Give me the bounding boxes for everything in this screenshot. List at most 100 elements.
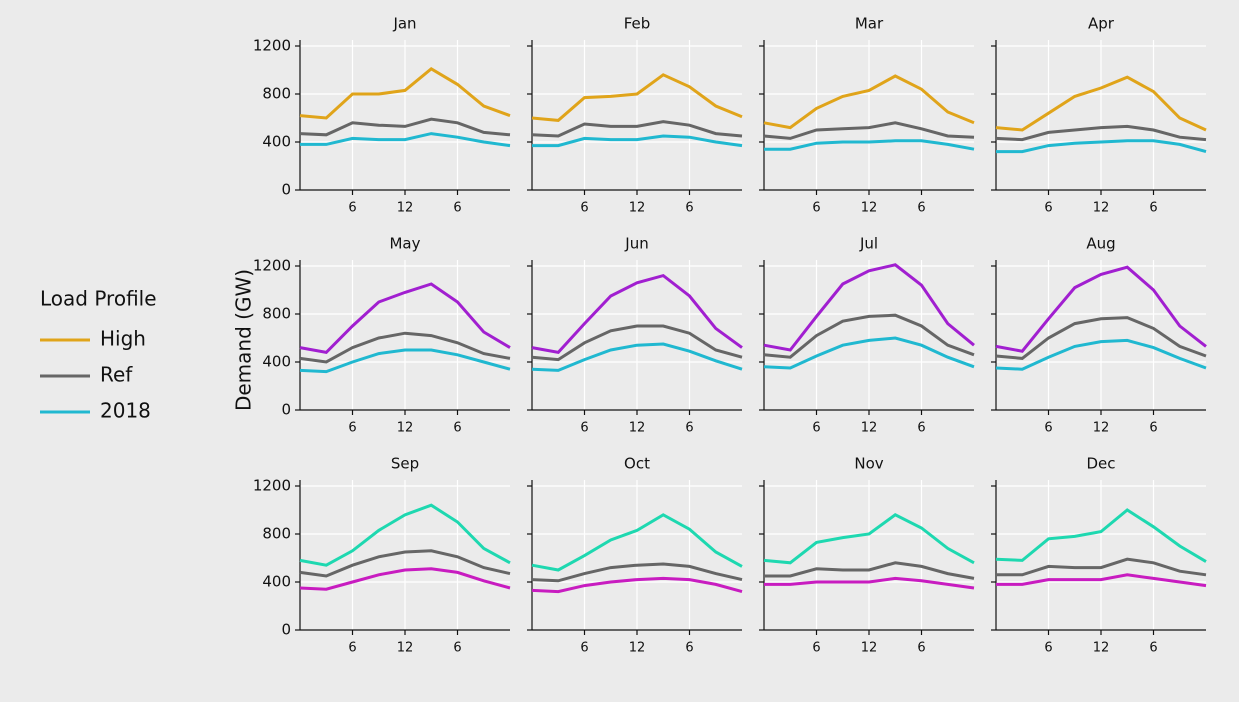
series-line [299, 66, 511, 120]
series-line [299, 331, 511, 364]
x-tick-label: 6 [580, 641, 588, 656]
panel-title: Jul [859, 235, 878, 253]
series-line [299, 117, 511, 137]
series-line [764, 561, 975, 580]
series-line [764, 139, 975, 151]
series-line [763, 74, 975, 130]
x-tick-label: 6 [685, 641, 693, 656]
x-tick-label: 6 [812, 641, 820, 656]
x-tick-label: 12 [397, 201, 414, 216]
series-line [996, 557, 1207, 577]
x-tick-label: 6 [812, 201, 820, 216]
y-tick-label: 0 [281, 181, 291, 199]
series-line [532, 134, 743, 148]
series-line [531, 562, 743, 583]
series-line [299, 348, 511, 374]
x-tick-label: 6 [580, 421, 588, 436]
panel-title: Nov [854, 455, 883, 473]
series-line [300, 132, 511, 148]
series-line [996, 573, 1207, 588]
x-tick-label: 6 [453, 201, 461, 216]
y-tick-label: 400 [262, 133, 291, 151]
x-tick-label: 6 [1044, 201, 1052, 216]
panel-title: Dec [1086, 455, 1115, 473]
series-line [531, 120, 743, 138]
x-tick-label: 12 [629, 421, 646, 436]
x-tick-label: 12 [397, 421, 414, 436]
series-line [995, 124, 1207, 142]
series-line [764, 576, 975, 590]
x-tick-label: 12 [1093, 421, 1110, 436]
x-tick-label: 6 [1044, 641, 1052, 656]
series-line [763, 513, 975, 565]
panel-title: Sep [391, 455, 419, 473]
series-line [299, 549, 511, 578]
series-line [763, 121, 975, 140]
x-tick-label: 12 [1093, 641, 1110, 656]
series-line [531, 273, 743, 355]
legend-label: Ref [100, 363, 133, 387]
series-line [763, 336, 975, 370]
y-tick-label: 0 [281, 401, 291, 419]
y-tick-label: 800 [262, 85, 291, 103]
x-tick-label: 12 [1093, 201, 1110, 216]
x-tick-label: 6 [812, 421, 820, 436]
series-line [763, 313, 975, 359]
series-line [531, 73, 743, 122]
series-line [995, 75, 1207, 132]
x-tick-label: 6 [1149, 641, 1157, 656]
legend-label: 2018 [100, 399, 151, 423]
y-tick-label: 400 [262, 573, 291, 591]
x-tick-label: 6 [348, 201, 356, 216]
panel-title: Oct [624, 455, 650, 473]
x-tick-label: 6 [348, 421, 356, 436]
panel-title: Feb [624, 15, 651, 33]
x-tick-label: 6 [453, 421, 461, 436]
x-tick-label: 6 [348, 641, 356, 656]
series-line [299, 282, 511, 355]
series-line [995, 316, 1207, 360]
x-tick-label: 6 [1149, 421, 1157, 436]
x-tick-label: 6 [1044, 421, 1052, 436]
y-tick-label: 400 [262, 353, 291, 371]
x-tick-label: 12 [861, 421, 878, 436]
x-tick-label: 6 [1149, 201, 1157, 216]
x-tick-label: 6 [917, 641, 925, 656]
x-tick-label: 6 [580, 201, 588, 216]
panel-title: Jun [624, 235, 648, 253]
panel-title: Apr [1088, 15, 1115, 33]
series-line [995, 265, 1207, 353]
series-line [531, 324, 743, 362]
y-tick-label: 0 [281, 621, 291, 639]
x-tick-label: 12 [861, 641, 878, 656]
x-tick-label: 6 [917, 201, 925, 216]
y-tick-label: 800 [262, 525, 291, 543]
series-line [531, 576, 743, 594]
series-line [299, 567, 511, 591]
y-tick-label: 1200 [253, 477, 291, 495]
panel-title: May [389, 235, 420, 253]
x-tick-label: 6 [685, 421, 693, 436]
y-axis-label: Demand (GW) [232, 269, 256, 411]
x-tick-label: 12 [397, 641, 414, 656]
series-line [299, 503, 511, 567]
x-tick-label: 12 [861, 201, 878, 216]
series-line [996, 139, 1207, 154]
x-tick-label: 6 [685, 201, 693, 216]
panel-title: Mar [855, 15, 884, 33]
panel-title: Jan [392, 15, 416, 33]
legend-label: High [100, 327, 146, 351]
x-tick-label: 12 [629, 201, 646, 216]
y-tick-label: 1200 [253, 257, 291, 275]
panel-title: Aug [1086, 235, 1115, 253]
y-tick-label: 800 [262, 305, 291, 323]
x-tick-label: 12 [629, 641, 646, 656]
series-line [531, 513, 743, 572]
x-tick-label: 6 [453, 641, 461, 656]
x-tick-label: 6 [917, 421, 925, 436]
legend-title: Load Profile [40, 287, 157, 311]
series-line [531, 342, 743, 372]
